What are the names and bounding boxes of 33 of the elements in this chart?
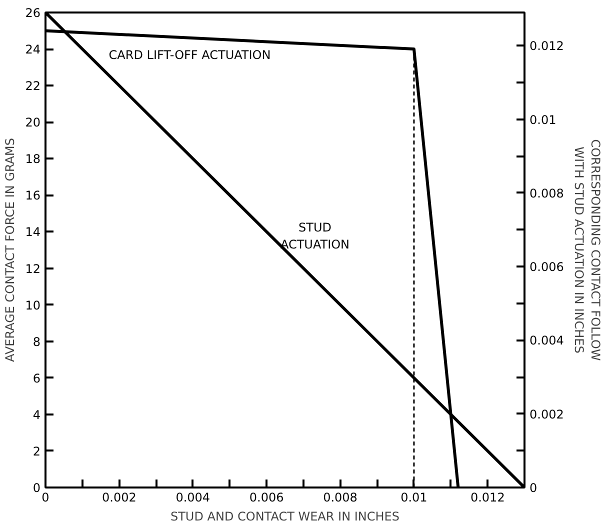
y2-tick-label: 0.004	[530, 334, 564, 348]
y-tick-label: 20	[25, 116, 41, 130]
x-tick-label: 0.006	[249, 490, 284, 504]
y2-tick-label: 0.008	[530, 186, 564, 200]
y2-tick-label: 0.01	[530, 112, 556, 127]
series-label: STUD ACTUATION	[280, 220, 350, 252]
y-tick-label: 2	[32, 444, 41, 458]
y-tick-label: 14	[25, 225, 41, 240]
y2-tick-label: 0	[530, 481, 538, 495]
y2-axis-title: CORRESPONDING CONTACT FOLLOW WITH STUD ACTUATION IN INCHES	[572, 139, 603, 361]
y-tick-label: 0	[32, 481, 41, 495]
y2-tick-label: 0.006	[530, 260, 564, 274]
y-tick-label: 22	[25, 79, 41, 94]
x-axis-title: STUD AND CONTACT WEAR IN INCHES	[170, 510, 400, 524]
x-tick-label: 0	[42, 490, 50, 504]
x-tick-label: 0.004	[176, 490, 210, 504]
y-tick-label: 10	[25, 298, 41, 312]
y2-tick-label: 0.002	[530, 407, 564, 422]
y-tick-label: 18	[25, 152, 41, 166]
y-tick-label: 24	[25, 42, 41, 57]
y2-tick-label: 0.012	[530, 39, 564, 54]
y-tick-label: 16	[25, 188, 41, 203]
series-label: CARD LIFT-OFF ACTUATION	[108, 48, 271, 62]
y-tick-label: 12	[25, 262, 41, 276]
y-tick-label: 4	[32, 408, 41, 422]
y-tick-label: 26	[25, 6, 41, 20]
y-tick-label: 8	[32, 334, 41, 349]
y-tick-label: 6	[32, 371, 41, 386]
x-tick-label: 0.002	[102, 490, 136, 504]
x-tick-label: 0.008	[323, 490, 358, 504]
y-axis-title: AVERAGE CONTACT FORCE IN GRAMS	[3, 138, 18, 362]
x-tick-label: 0.01	[400, 490, 428, 504]
x-tick-label: 0.012	[470, 490, 505, 504]
